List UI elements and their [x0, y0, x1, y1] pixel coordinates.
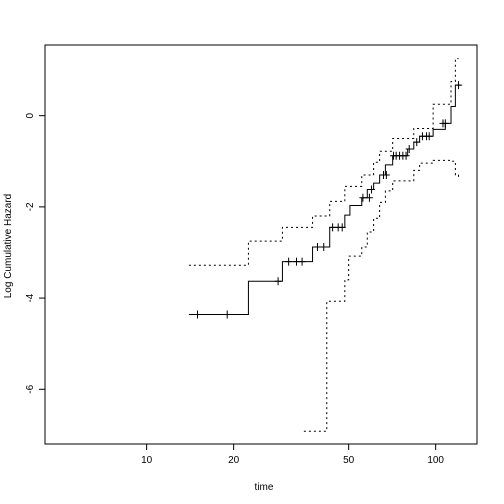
y-axis-label: Log Cumulative Hazard: [3, 194, 14, 299]
censor-mark: [455, 81, 463, 90]
estimate-series-1: [188, 84, 461, 315]
censor-mark: [313, 243, 321, 252]
y-tick-label: -4: [25, 293, 36, 302]
confidence-band-series-2: [188, 58, 459, 266]
censor-mark: [402, 151, 410, 160]
series-layer: [188, 58, 461, 432]
censor-mark: [382, 170, 390, 179]
censor-mark: [441, 119, 449, 128]
censor-mark: [298, 257, 306, 266]
x-tick-label: 10: [141, 455, 153, 466]
censor-mark: [320, 243, 328, 252]
x-tick-label: 100: [427, 455, 444, 466]
plot-frame: [44, 44, 478, 445]
censor-marks-layer: [194, 81, 463, 319]
censor-mark: [425, 132, 433, 141]
x-axis-label: time: [255, 482, 274, 493]
censor-mark: [413, 138, 421, 147]
censor-mark: [274, 277, 282, 286]
y-tick-label: -6: [25, 384, 36, 393]
y-tick-label: -2: [25, 202, 36, 211]
x-axis: 10 20 50 100: [141, 444, 444, 466]
censor-mark: [223, 310, 231, 319]
censor-mark: [359, 193, 367, 202]
x-tick-label: 20: [228, 455, 240, 466]
censor-mark: [285, 257, 293, 266]
censor-mark: [338, 223, 346, 232]
censor-mark: [368, 185, 376, 194]
censor-mark: [405, 144, 413, 153]
y-tick-label: 0: [25, 112, 36, 118]
x-tick-label: 50: [343, 455, 355, 466]
censor-mark: [365, 193, 373, 202]
confidence-band-series-3: [303, 159, 460, 432]
censor-mark: [194, 310, 202, 319]
y-axis: -6 -4 -2 0: [25, 112, 45, 394]
